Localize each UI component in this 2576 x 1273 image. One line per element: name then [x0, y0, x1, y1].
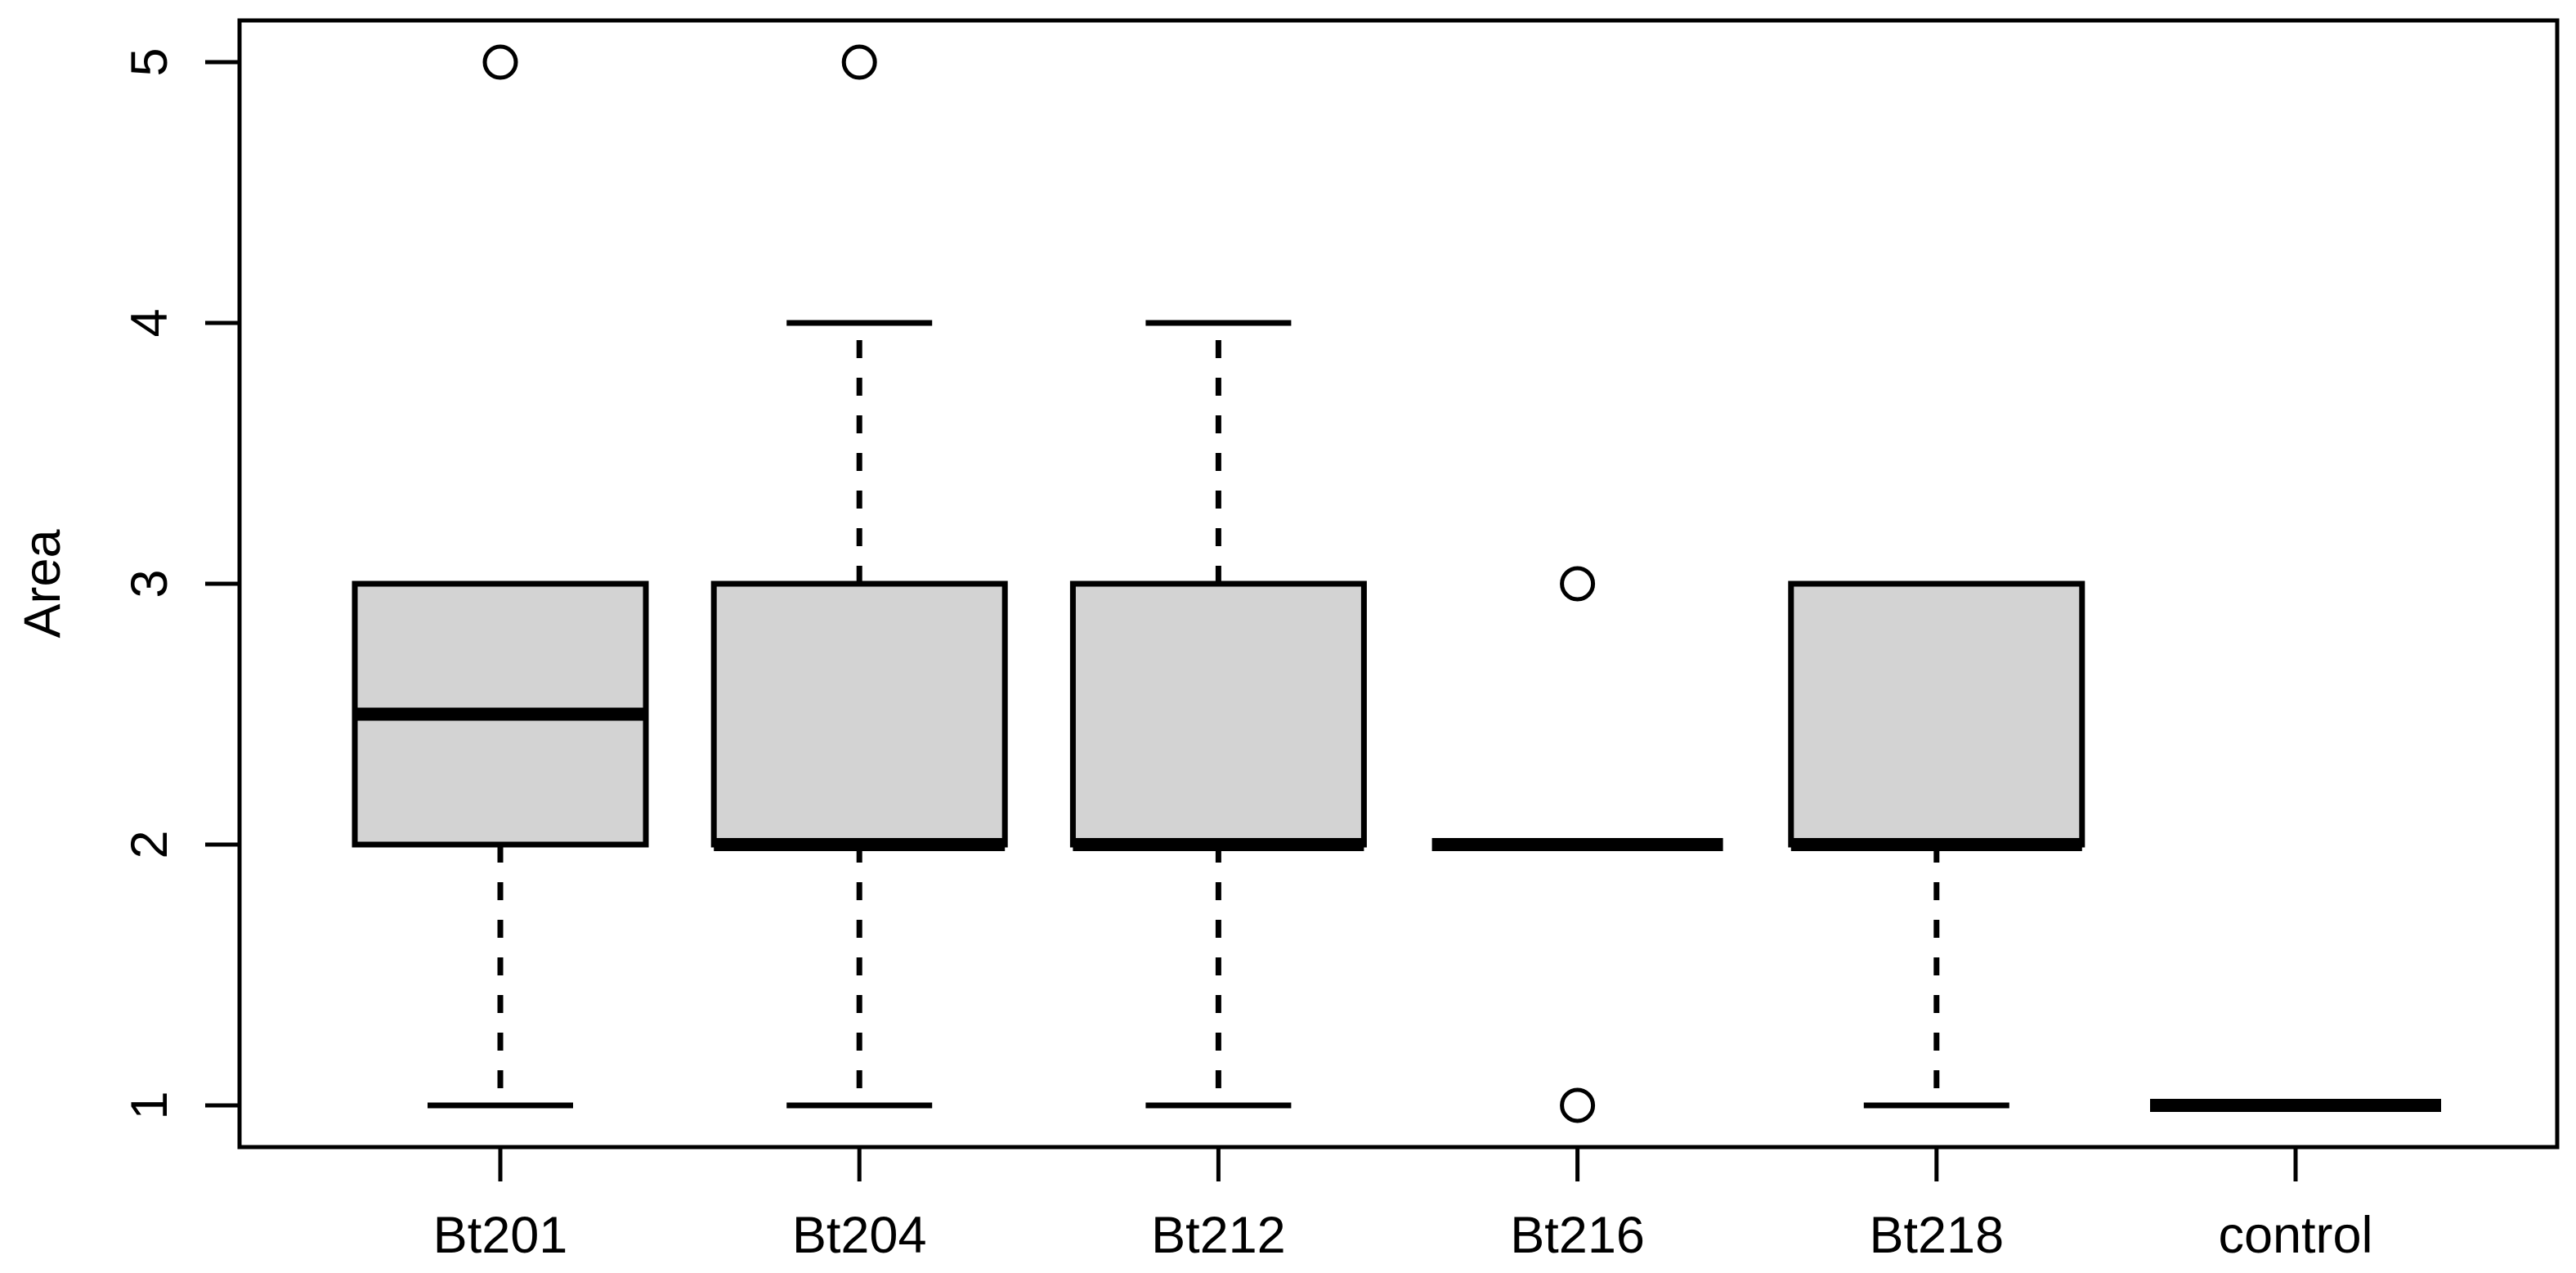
y-tick-label: 1: [121, 1091, 178, 1119]
y-tick-label: 4: [121, 308, 178, 337]
outlier-point-Bt216: [1560, 566, 1596, 602]
outlier-point-Bt201: [482, 44, 518, 80]
x-tick-label-Bt201: Bt201: [433, 1207, 568, 1264]
outlier-point-Bt216: [1560, 1087, 1596, 1123]
x-tick-label-Bt218: Bt218: [1869, 1207, 2004, 1264]
x-tick-label-Bt216: Bt216: [1510, 1207, 1645, 1264]
box-Bt204: [710, 580, 1008, 848]
y-tick-label: 2: [121, 830, 178, 858]
x-tick-label-Bt204: Bt204: [792, 1207, 927, 1264]
x-tick-label-control: control: [2218, 1207, 2372, 1264]
y-axis-title: Area: [14, 529, 71, 639]
y-tick-label: 5: [121, 48, 178, 77]
x-tick-label-Bt212: Bt212: [1151, 1207, 1286, 1264]
box-Bt218: [1788, 580, 2085, 848]
box-Bt212: [1069, 580, 1367, 848]
y-tick-label: 3: [121, 569, 178, 598]
outlier-point-Bt204: [841, 44, 877, 80]
